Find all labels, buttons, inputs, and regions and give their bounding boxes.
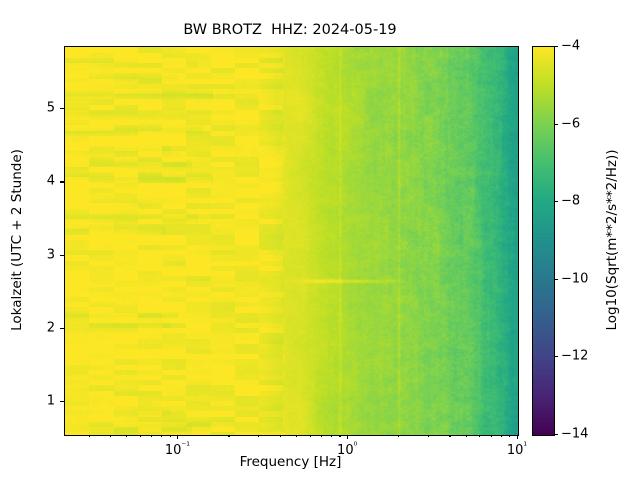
x-axis-major-tick (517, 435, 519, 440)
x-axis-minor-tick (279, 435, 281, 438)
x-axis-minor-tick (169, 435, 171, 438)
y-axis-major-tick (60, 327, 64, 329)
colorbar-gradient (533, 47, 554, 435)
x-axis-minor-tick (465, 435, 467, 438)
x-axis-minor-tick (258, 435, 260, 438)
y-axis-tick-label: 3 (46, 247, 55, 263)
colorbar-tick-label: −12 (561, 348, 589, 364)
x-axis-minor-tick (296, 435, 298, 438)
y-axis-major-tick (60, 181, 64, 183)
colorbar-tick-label: −6 (561, 116, 581, 132)
x-axis-label: Frequency [Hz] (239, 454, 342, 470)
x-axis-tick-label: 10⁻¹ (164, 440, 190, 458)
x-axis-minor-tick (139, 435, 141, 438)
x-axis-minor-tick (330, 435, 332, 438)
colorbar-tick-label: −10 (561, 271, 589, 287)
x-axis-major-tick (177, 435, 179, 440)
colorbar-tick (554, 46, 559, 48)
colorbar-tick (554, 201, 559, 203)
x-axis-minor-tick (151, 435, 153, 438)
y-axis-tick-label: 4 (46, 173, 55, 189)
x-axis-minor-tick (490, 435, 492, 438)
spectrogram-image (65, 47, 518, 435)
x-axis-major-tick (347, 435, 349, 440)
y-axis-label: Lokalzeit (UTC + 2 Stunde) (9, 149, 25, 331)
x-axis-minor-tick (500, 435, 502, 438)
x-axis-minor-tick (228, 435, 230, 438)
x-axis-minor-tick (479, 435, 481, 438)
x-axis-minor-tick (309, 435, 311, 438)
colorbar-tick-label: −14 (561, 426, 589, 442)
colorbar-tick-label: −8 (561, 193, 581, 209)
y-axis-tick-label: 5 (46, 100, 55, 116)
colorbar-label: Log10(Sqrt(m**2/s**2/Hz)) (604, 149, 620, 331)
x-axis-minor-tick (126, 435, 128, 438)
colorbar-tick (554, 356, 559, 358)
x-axis-minor-tick (88, 435, 90, 438)
x-axis-minor-tick (339, 435, 341, 438)
x-axis-minor-tick (428, 435, 430, 438)
x-axis-minor-tick (449, 435, 451, 438)
colorbar-tick (554, 278, 559, 280)
colorbar-tick-label: −4 (561, 38, 581, 54)
colorbar (532, 46, 555, 436)
x-axis-minor-tick (320, 435, 322, 438)
x-axis-minor-tick (160, 435, 162, 438)
colorbar-tick (554, 434, 559, 436)
x-axis-minor-tick (509, 435, 511, 438)
x-axis-minor-tick (109, 435, 111, 438)
spectrogram-plot-area (64, 46, 519, 436)
x-axis-minor-tick (398, 435, 400, 438)
y-axis-tick-label: 1 (46, 393, 55, 409)
y-axis-major-tick (60, 108, 64, 110)
colorbar-tick (554, 123, 559, 125)
y-axis-major-tick (60, 254, 64, 256)
y-axis-major-tick (60, 401, 64, 403)
page-title: BW BROTZ HHZ: 2024-05-19 (183, 22, 397, 38)
y-axis-tick-label: 2 (46, 320, 55, 336)
x-axis-tick-label: 10¹ (506, 440, 528, 458)
x-axis-tick-label: 10⁰ (337, 440, 358, 458)
